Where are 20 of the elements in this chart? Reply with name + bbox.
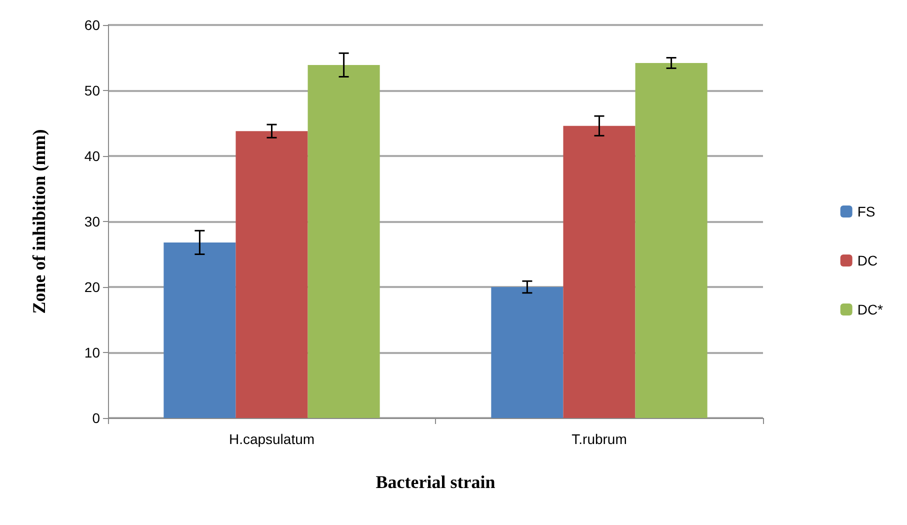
bar [491,287,564,418]
y-axis-title: Zone of inhibition (mm) [29,129,49,314]
x-tick-label: H.capsulatum [228,431,315,447]
y-tick-label: 10 [84,344,100,360]
x-axis-title: Bacterial strain [376,472,496,492]
y-tick-label: 30 [84,214,100,230]
y-tick-label: 50 [84,82,100,98]
legend-label: FS [857,204,876,220]
legend-label: DC* [857,302,884,318]
bar [164,242,236,418]
bar [635,62,708,418]
y-tick-label: 20 [84,279,100,295]
y-tick-label: 60 [84,17,100,33]
x-tick-label: T.rubrum [572,431,627,447]
bar [563,126,636,418]
y-tick-label: 40 [84,148,100,164]
bar [236,131,308,418]
legend-label: DC [857,252,878,268]
bar [308,64,380,418]
y-tick-label: 0 [92,410,100,426]
